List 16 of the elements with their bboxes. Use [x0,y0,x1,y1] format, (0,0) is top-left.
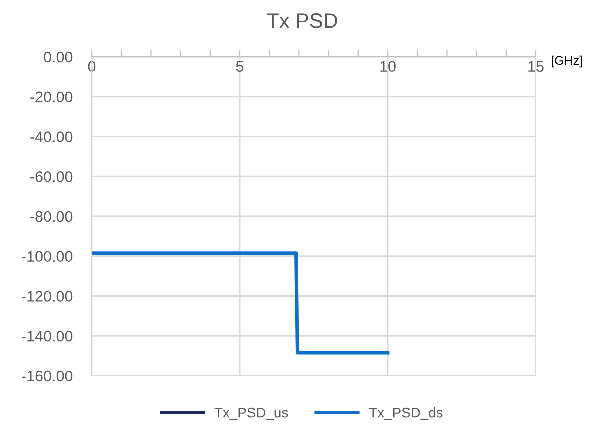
y-tick-label: -40.00 [30,132,73,142]
y-tick-label: -20.00 [30,92,73,103]
x-tick-label: 15 [528,61,544,72]
y-tick-label: -160.00 [22,370,73,382]
y-tick-label: -120.00 [22,291,73,302]
x-tick-label: 5 [236,61,244,72]
x-tick-label: 10 [380,61,396,72]
y-tick-label: -100.00 [22,251,73,262]
legend-label: Tx_PSD_ds [369,408,443,420]
y-tick-label: -80.00 [30,211,73,222]
x-axis-title: [GHz] [552,56,582,68]
legend-label: Tx_PSD_us [214,408,288,420]
chart-title: Tx PSD [267,14,338,28]
y-tick-label: -140.00 [22,330,73,342]
y-tick-label: -60.00 [30,171,73,182]
y-tick-label: 0.00 [44,52,73,63]
